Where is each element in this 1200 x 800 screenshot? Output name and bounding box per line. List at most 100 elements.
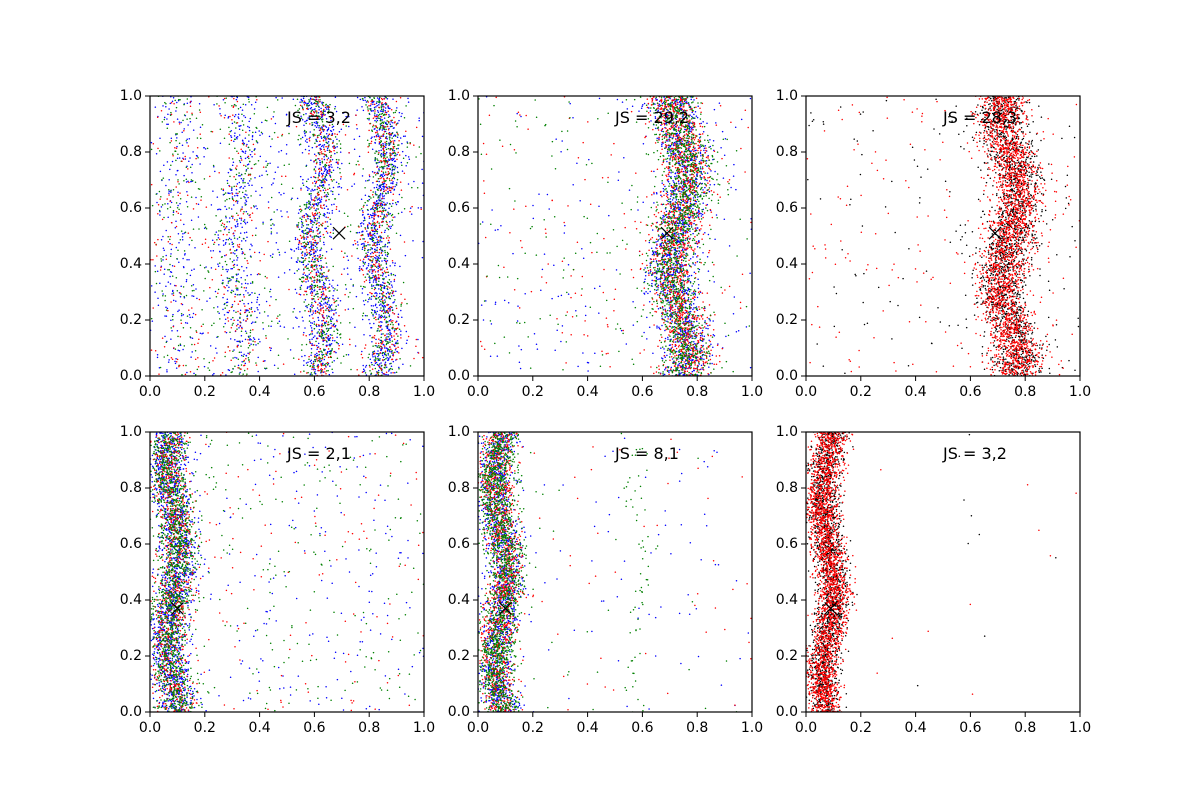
data-point [367, 263, 370, 265]
data-point [385, 292, 388, 295]
data-point [203, 266, 206, 269]
data-point [337, 186, 339, 188]
data-point [152, 143, 155, 145]
data-point [250, 343, 252, 345]
data-point [329, 345, 331, 347]
data-point [338, 193, 340, 196]
data-point [383, 213, 385, 216]
data-point [228, 243, 231, 245]
data-point [232, 198, 234, 201]
data-point [395, 342, 398, 345]
data-point [310, 276, 312, 279]
data-point [380, 177, 383, 179]
data-point [352, 284, 355, 286]
data-point [223, 193, 226, 195]
data-point [229, 258, 231, 260]
data-point [361, 243, 364, 245]
data-point [171, 293, 173, 295]
data-point [371, 261, 373, 263]
data-point [332, 297, 334, 300]
data-point [372, 281, 375, 283]
data-point [374, 110, 376, 112]
data-point [655, 247, 657, 249]
data-point [382, 148, 385, 151]
data-point [331, 132, 334, 135]
data-point [257, 356, 259, 359]
data-point [256, 207, 258, 210]
data-point [319, 348, 322, 350]
data-point [411, 186, 413, 189]
data-point [243, 231, 246, 234]
data-point [396, 131, 398, 133]
data-point [383, 318, 386, 321]
data-point [325, 120, 328, 123]
data-point [265, 335, 267, 337]
data-point [279, 314, 281, 316]
data-point [362, 258, 365, 261]
data-point [384, 306, 387, 308]
data-point [376, 206, 378, 208]
data-point [329, 231, 332, 234]
data-point [180, 293, 182, 295]
data-point [308, 334, 311, 336]
data-point [309, 201, 311, 203]
data-point [241, 299, 244, 301]
data-point [390, 163, 392, 166]
data-point [230, 136, 233, 139]
data-point [168, 269, 171, 271]
data-point [392, 182, 394, 185]
data-point [278, 251, 280, 254]
data-point [321, 276, 323, 278]
data-point [406, 146, 409, 148]
data-point [234, 330, 237, 332]
data-point [362, 109, 365, 112]
data-point [228, 369, 231, 372]
data-point [378, 104, 380, 106]
data-point [237, 310, 239, 313]
data-point [397, 342, 399, 344]
data-point [382, 153, 385, 156]
data-point [382, 122, 385, 124]
data-point [310, 260, 313, 262]
data-point [310, 278, 312, 280]
data-point [236, 264, 238, 266]
data-point [373, 334, 376, 337]
data-point [364, 226, 366, 229]
data-point [316, 199, 319, 201]
data-point [172, 289, 174, 292]
data-point [324, 125, 327, 127]
data-point [371, 340, 373, 343]
data-point [314, 301, 317, 304]
data-point [189, 121, 192, 123]
data-point [385, 263, 388, 265]
data-point [314, 260, 316, 263]
data-point [178, 121, 181, 123]
data-point [225, 215, 227, 217]
data-point [245, 199, 247, 201]
data-point [327, 127, 330, 129]
data-point [199, 111, 202, 113]
data-point [403, 172, 406, 175]
data-point [378, 314, 380, 316]
data-point [382, 127, 384, 130]
data-point [384, 245, 386, 247]
data-point [207, 367, 209, 369]
data-point [259, 134, 261, 137]
data-point [375, 229, 377, 231]
data-point [381, 224, 383, 227]
data-point [344, 293, 346, 296]
data-point [383, 201, 385, 203]
data-point [391, 343, 393, 346]
data-point [387, 286, 389, 288]
data-point [328, 269, 330, 271]
data-point [303, 100, 306, 103]
data-point [183, 128, 185, 130]
data-point [301, 254, 304, 256]
data-point [239, 312, 241, 314]
data-point [311, 146, 314, 149]
data-point [224, 254, 226, 257]
data-point [195, 154, 198, 157]
data-point [355, 163, 358, 166]
data-point [308, 139, 311, 142]
data-point [323, 284, 325, 287]
